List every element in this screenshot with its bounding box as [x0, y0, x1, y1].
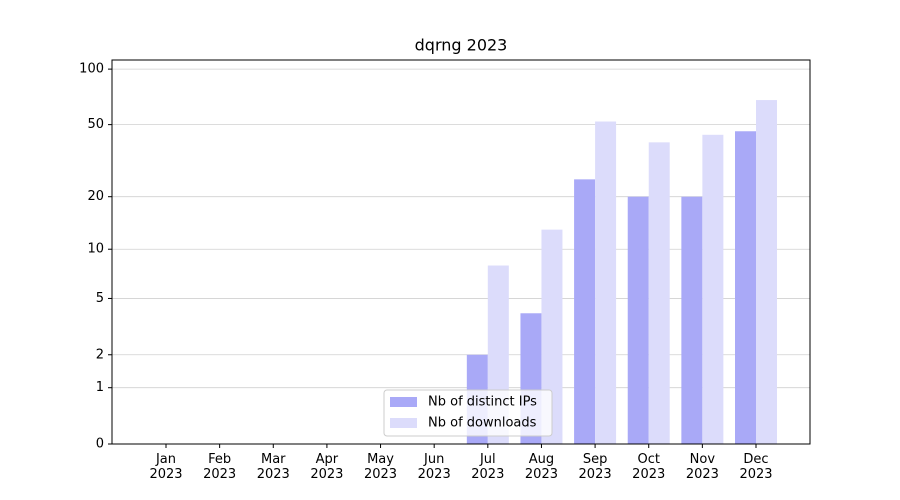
x-tick-label: Jul 2023 [471, 452, 505, 482]
x-tick-label: Aug 2023 [524, 452, 558, 482]
legend-label: Nb of downloads [428, 416, 537, 431]
x-tick-label: Mar 2023 [256, 452, 290, 482]
y-tick-label: 1 [96, 380, 104, 395]
y-tick-label: 50 [87, 117, 104, 132]
y-tick-label: 10 [87, 242, 104, 257]
legend-box [383, 389, 553, 437]
x-tick-label: Sep 2023 [578, 452, 612, 482]
x-tick-label: Nov 2023 [685, 452, 719, 482]
bar [574, 179, 596, 444]
x-tick-label: May 2023 [363, 452, 398, 482]
x-tick-label: Dec 2023 [739, 452, 773, 482]
chart-title: dqrng 2023 [415, 36, 508, 55]
y-tick-label: 2 [96, 347, 104, 362]
bar [756, 100, 777, 445]
x-tick-label: Apr 2023 [310, 452, 344, 482]
plot-frame [111, 59, 811, 445]
legend-label: Nb of distinct IPs [428, 395, 537, 410]
bar [735, 131, 756, 445]
bar [595, 121, 617, 444]
y-tick-label: 5 [96, 291, 104, 306]
legend-swatch [390, 418, 417, 428]
x-tick-label: Jun 2023 [417, 452, 451, 482]
x-tick-label: Oct 2023 [632, 452, 666, 482]
y-tick-label: 0 [96, 437, 104, 452]
x-tick-label: Jan 2023 [149, 452, 183, 482]
bar [681, 196, 703, 444]
legend-swatch [390, 397, 417, 407]
bar [627, 196, 649, 444]
y-tick-label: 20 [87, 189, 104, 204]
y-tick-label: 100 [79, 62, 104, 77]
bar [648, 142, 670, 445]
x-tick-label: Feb 2023 [203, 452, 237, 482]
bar [702, 134, 724, 444]
